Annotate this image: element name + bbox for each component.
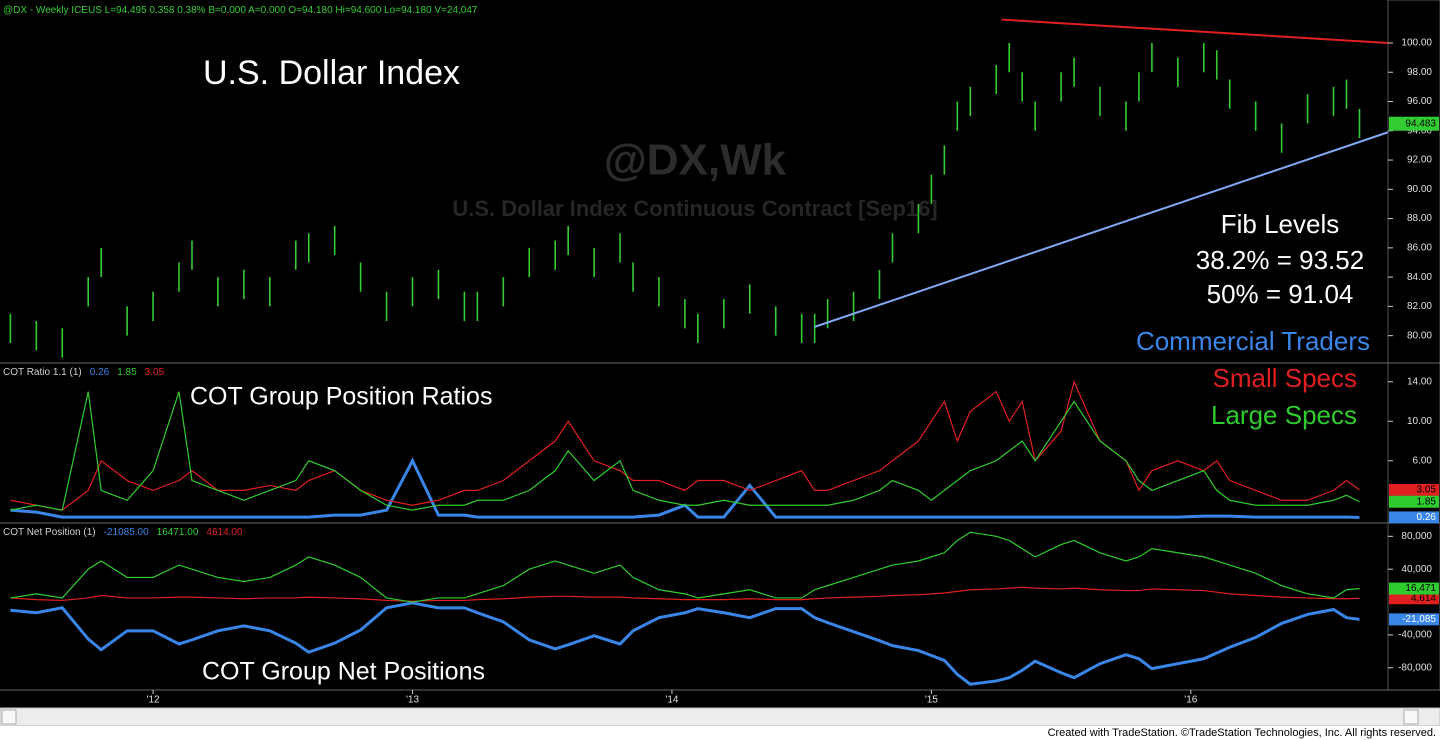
panel: 80,000 40,000 -40,000 -80,000 COT Net Positi…: [3, 527, 1439, 706]
y-tick-label: 98.00: [1407, 67, 1432, 78]
last-value-box: [1389, 592, 1439, 605]
header-text: COT Net Position (1): [3, 527, 96, 538]
last-value-label: 1.85: [1417, 496, 1437, 507]
chart-title: U.S. Dollar Index: [203, 54, 460, 92]
y-tick-label: 6.00: [1413, 455, 1433, 466]
legend-entry: Small Specs: [1213, 363, 1358, 393]
x-tick-label: '12: [147, 695, 160, 706]
series-line: [10, 531, 1360, 603]
annotation: Fib Levels: [1221, 209, 1340, 239]
header-text: 16471.00: [157, 527, 199, 538]
series-line: [10, 601, 1360, 686]
panel-title: COT Group Position Ratios: [190, 383, 492, 411]
last-value-box: [1389, 495, 1439, 508]
header-text: @DX - Weekly ICEUS L=94.495 0.358 0.38% …: [3, 5, 478, 16]
trendline: [1001, 18, 1389, 44]
series-line: [10, 457, 1360, 519]
panel: 80.00 82.00 84.00 86.00 88.00 90.00 92.00 94.00…: [3, 5, 1439, 358]
y-tick-label: 40,000: [1401, 564, 1432, 575]
legend-entry: Large Specs: [1211, 400, 1357, 430]
last-value-box: [1389, 483, 1439, 496]
x-tick-label: '16: [1184, 695, 1197, 706]
header-text: 1.85: [117, 367, 137, 378]
y-tick-label: 92.00: [1407, 155, 1432, 166]
scroll-thumb[interactable]: [1403, 709, 1419, 725]
y-tick-label: 86.00: [1407, 242, 1432, 253]
x-tick-label: '13: [406, 695, 419, 706]
series-line: [10, 391, 1360, 511]
last-value-label: -21,085: [1402, 614, 1436, 625]
last-value-box: [1389, 511, 1439, 524]
y-tick-label: 80.00: [1407, 330, 1432, 341]
price-axis: [1387, 0, 1440, 691]
y-tick-label: -80,000: [1398, 662, 1432, 673]
last-value-box: [1389, 582, 1439, 595]
panel-header: @DX - Weekly ICEUS L=94.495 0.358 0.38% …: [3, 5, 478, 16]
trendline: [814, 131, 1389, 328]
last-value-label: 0.26: [1417, 512, 1437, 523]
x-tick-label: '14: [665, 695, 678, 706]
y-tick-label: 88.00: [1407, 213, 1432, 224]
header-text: COT Ratio 1.1 (1): [3, 367, 82, 378]
annotation: 50% = 91.04: [1207, 279, 1354, 309]
y-tick-label: 10.00: [1407, 416, 1432, 427]
header-text: -21085.00: [104, 527, 149, 538]
y-tick-label: 96.00: [1407, 96, 1432, 107]
panel-header: COT Ratio 1.1 (1) 0.26 1.85 3.05: [3, 367, 165, 378]
scrollbar[interactable]: [0, 707, 1440, 727]
watermark: @DX,Wk: [604, 136, 787, 185]
y-tick-label: 82.00: [1407, 301, 1432, 312]
y-tick-label: 94.00: [1407, 125, 1432, 136]
watermark-subtitle: U.S. Dollar Index Continuous Contract [S…: [452, 196, 937, 221]
y-tick-label: 14.00: [1407, 376, 1432, 387]
footer: [0, 726, 1440, 740]
scroll-left-button[interactable]: [1, 709, 17, 725]
legend-entry: Commercial Traders: [1136, 326, 1370, 356]
last-value-label: 16,471: [1405, 583, 1436, 594]
y-tick-label: 80,000: [1401, 531, 1432, 542]
y-tick-label: 84.00: [1407, 272, 1432, 283]
series-line: [10, 586, 1360, 602]
y-tick-label: -40,000: [1398, 630, 1432, 641]
header-text: 4614.00: [206, 527, 243, 538]
header-text: 0.26: [90, 367, 110, 378]
last-value-label: 4,614: [1411, 593, 1436, 604]
y-tick-label: 90.00: [1407, 184, 1432, 195]
y-tick-label: 100.00: [1401, 38, 1432, 49]
last-value-box: [1389, 116, 1439, 131]
x-tick-label: '15: [925, 695, 938, 706]
panel-title: COT Group Net Positions: [202, 658, 485, 686]
last-value-label: 94.483: [1405, 118, 1436, 129]
footer-text: Created with TradeStation. ©TradeStation…: [1048, 727, 1436, 739]
annotation: 38.2% = 93.52: [1196, 245, 1364, 275]
last-value-label: 3.05: [1417, 485, 1437, 496]
panel-header: COT Net Position (1) -21085.00 16471.00 461…: [3, 527, 243, 538]
header-text: 3.05: [145, 367, 165, 378]
plots: 80.00 82.00 84.00 86.00 88.00 90.00 92.00 94.00…: [3, 5, 1439, 706]
last-value-box: [1389, 613, 1439, 626]
